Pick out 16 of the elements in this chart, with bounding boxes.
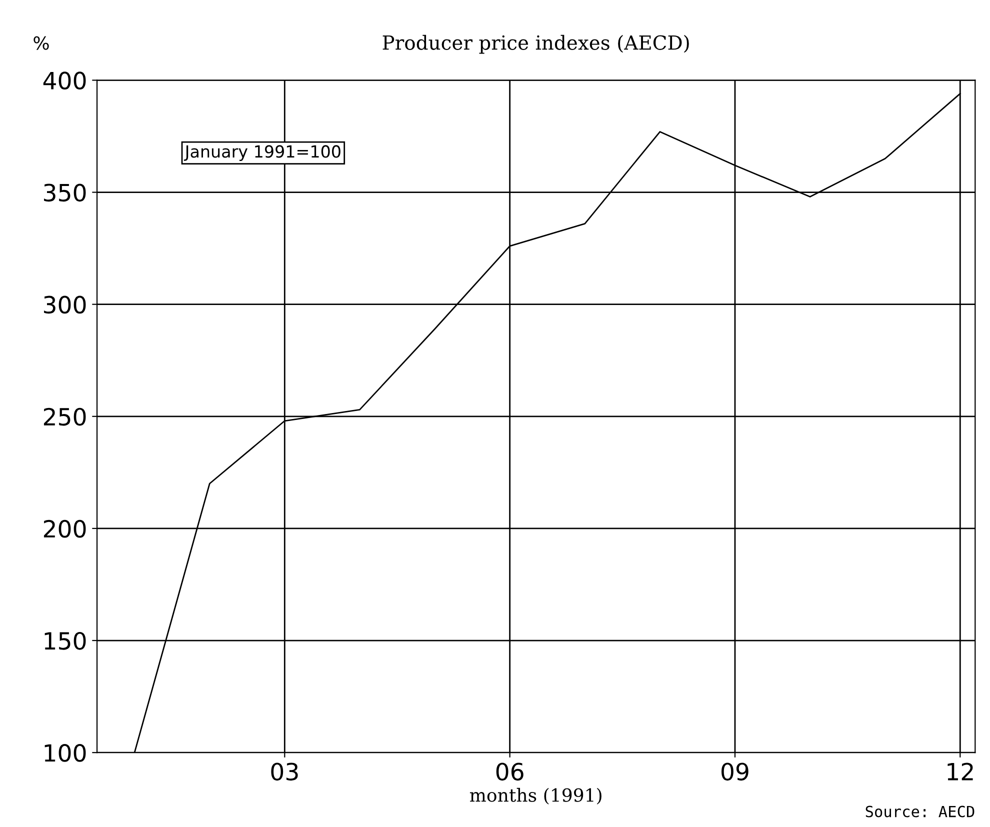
y-axis-title: % — [34, 36, 49, 50]
chart-title: Producer price indexes (AECD) — [382, 34, 689, 54]
x-tick-label: 06 — [496, 762, 524, 781]
source-note: Source: AECD — [866, 806, 974, 818]
y-tick-label: 200 — [44, 520, 86, 538]
y-tick-label: 350 — [44, 184, 86, 202]
y-tick-label: 400 — [43, 72, 86, 90]
y-tick-label: 150 — [44, 632, 86, 650]
y-tick-label: 100 — [44, 744, 86, 762]
y-tick-label: 300 — [44, 296, 86, 314]
x-tick-label: 03 — [271, 762, 298, 781]
x-axis-title: months (1991) — [470, 788, 602, 804]
x-tick-label: 12 — [948, 762, 973, 780]
annotation: January 1991=100 — [184, 145, 340, 162]
y-tick-label: 250 — [44, 408, 86, 426]
x-tick-label: 09 — [722, 762, 748, 781]
